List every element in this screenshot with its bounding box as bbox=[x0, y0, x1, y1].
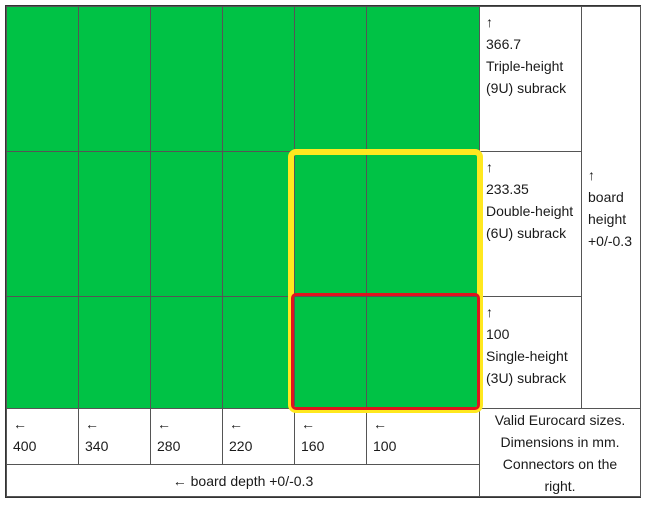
height-label-9u: ↑ 366.7 Triple-height (9U) subrack bbox=[479, 6, 582, 152]
caption-line: Dimensions in mm. bbox=[500, 433, 620, 450]
board-cell bbox=[366, 6, 480, 152]
height-tolerance-cell: ↑ board height +0/-0.3 bbox=[581, 6, 641, 409]
board-cell bbox=[366, 151, 480, 297]
up-arrow-icon: ↑ bbox=[486, 304, 493, 320]
highlight-3u-160mm bbox=[291, 293, 480, 410]
depth-value: 160 bbox=[301, 438, 325, 454]
height-value: 366.7 bbox=[486, 36, 522, 52]
left-arrow-icon: ← bbox=[157, 416, 171, 432]
board-cell bbox=[150, 296, 223, 409]
depth-value: 220 bbox=[229, 438, 253, 454]
depth-value: 340 bbox=[85, 438, 109, 454]
board-cell bbox=[150, 151, 223, 297]
depth-label: ← 220 bbox=[222, 408, 295, 465]
depth-tolerance-cell: ← board depth +0/-0.3 bbox=[6, 464, 480, 497]
caption-cell: Valid Eurocard sizes. Dimensions in mm. … bbox=[479, 408, 641, 497]
up-arrow-icon: ↑ bbox=[486, 14, 493, 30]
depth-value: 100 bbox=[373, 438, 397, 454]
board-cell bbox=[78, 6, 151, 152]
depth-tolerance-text: ← board depth +0/-0.3 bbox=[172, 472, 314, 489]
caption-line: Valid Eurocard sizes. bbox=[494, 411, 626, 428]
board-cell bbox=[366, 296, 480, 409]
depth-label: ← 100 bbox=[366, 408, 480, 465]
height-label-3u: ↑ 100 Single-height (3U) subrack bbox=[479, 296, 582, 409]
height-unit: (9U) subrack bbox=[486, 80, 567, 96]
height-label-6u: ↑ 233.35 Double-height (6U) subrack bbox=[479, 151, 582, 297]
depth-value: 400 bbox=[13, 438, 37, 454]
highlight-6u-160mm bbox=[288, 149, 483, 413]
up-arrow-icon: ↑ bbox=[588, 166, 595, 183]
height-tolerance-line: height bbox=[588, 210, 627, 227]
height-name: Single-height bbox=[486, 348, 568, 364]
board-cell bbox=[6, 151, 79, 297]
board-cell bbox=[150, 6, 223, 152]
board-cell bbox=[222, 6, 295, 152]
height-tolerance-line: board bbox=[588, 188, 624, 205]
left-arrow-icon: ← bbox=[301, 416, 315, 432]
height-value: 100 bbox=[486, 326, 510, 342]
height-unit: (3U) subrack bbox=[486, 370, 567, 386]
board-cell bbox=[6, 296, 79, 409]
left-arrow-icon: ← bbox=[13, 416, 27, 432]
board-cell bbox=[222, 296, 295, 409]
depth-label: ← 160 bbox=[294, 408, 367, 465]
board-cell bbox=[294, 6, 367, 152]
eurocard-size-grid: ↑ 366.7 Triple-height (9U) subrack ↑ 233… bbox=[5, 5, 641, 498]
left-arrow-icon: ← bbox=[229, 416, 243, 432]
left-arrow-icon: ← bbox=[373, 416, 387, 432]
height-value: 233.35 bbox=[486, 181, 529, 197]
up-arrow-icon: ↑ bbox=[486, 159, 493, 175]
board-cell bbox=[78, 296, 151, 409]
depth-label: ← 340 bbox=[78, 408, 151, 465]
height-name: Double-height bbox=[486, 203, 574, 219]
height-unit: (6U) subrack bbox=[486, 225, 567, 241]
depth-value: 280 bbox=[157, 438, 181, 454]
board-cell bbox=[294, 151, 367, 297]
board-cell bbox=[6, 6, 79, 152]
board-cell bbox=[78, 151, 151, 297]
height-tolerance-line: +0/-0.3 bbox=[588, 232, 632, 249]
height-name: Triple-height bbox=[486, 58, 564, 74]
left-arrow-icon: ← bbox=[85, 416, 99, 432]
depth-label: ← 400 bbox=[6, 408, 79, 465]
caption-line: Connectors on the right. bbox=[502, 455, 618, 494]
board-cell bbox=[222, 151, 295, 297]
depth-label: ← 280 bbox=[150, 408, 223, 465]
